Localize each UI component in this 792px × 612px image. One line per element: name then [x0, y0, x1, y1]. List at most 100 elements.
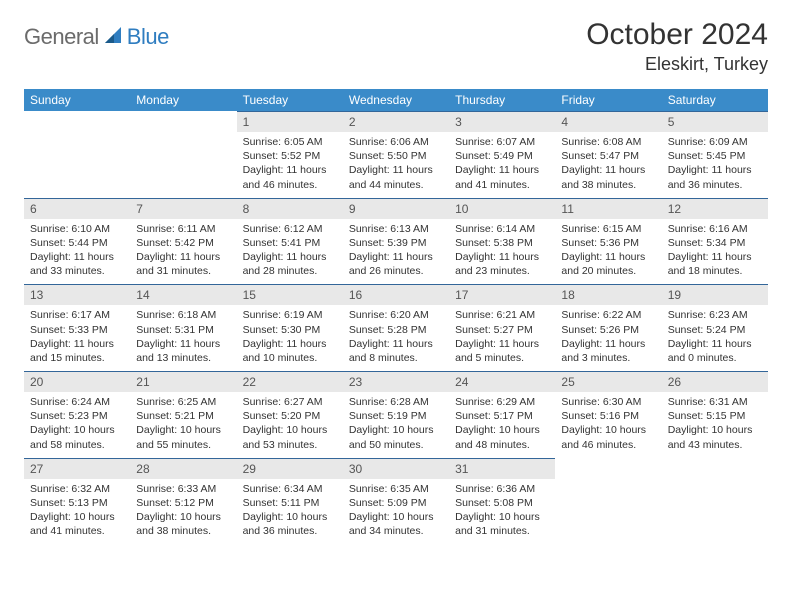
day-info: Sunrise: 6:21 AMSunset: 5:27 PMDaylight:… [449, 305, 555, 371]
day-info: Sunrise: 6:31 AMSunset: 5:15 PMDaylight:… [662, 392, 768, 458]
calendar-cell: 13Sunrise: 6:17 AMSunset: 5:33 PMDayligh… [24, 284, 130, 371]
calendar-cell: 7Sunrise: 6:11 AMSunset: 5:42 PMDaylight… [130, 198, 236, 285]
day-info: Sunrise: 6:12 AMSunset: 5:41 PMDaylight:… [237, 219, 343, 285]
title-block: October 2024 Eleskirt, Turkey [586, 18, 768, 75]
day-info: Sunrise: 6:16 AMSunset: 5:34 PMDaylight:… [662, 219, 768, 285]
month-title: October 2024 [586, 18, 768, 52]
location: Eleskirt, Turkey [586, 54, 768, 75]
calendar-cell: 24Sunrise: 6:29 AMSunset: 5:17 PMDayligh… [449, 371, 555, 458]
day-number: 6 [24, 198, 130, 219]
day-number: 23 [343, 371, 449, 392]
calendar-cell: 23Sunrise: 6:28 AMSunset: 5:19 PMDayligh… [343, 371, 449, 458]
calendar-cell: 6Sunrise: 6:10 AMSunset: 5:44 PMDaylight… [24, 198, 130, 285]
calendar-cell [662, 458, 768, 545]
calendar-week-row: 13Sunrise: 6:17 AMSunset: 5:33 PMDayligh… [24, 284, 768, 371]
calendar-cell: 10Sunrise: 6:14 AMSunset: 5:38 PMDayligh… [449, 198, 555, 285]
calendar-cell [24, 111, 130, 198]
day-header: Monday [130, 89, 236, 111]
day-info: Sunrise: 6:24 AMSunset: 5:23 PMDaylight:… [24, 392, 130, 458]
day-number: 7 [130, 198, 236, 219]
calendar-cell: 8Sunrise: 6:12 AMSunset: 5:41 PMDaylight… [237, 198, 343, 285]
calendar-week-row: 27Sunrise: 6:32 AMSunset: 5:13 PMDayligh… [24, 458, 768, 545]
day-info: Sunrise: 6:20 AMSunset: 5:28 PMDaylight:… [343, 305, 449, 371]
calendar-cell: 9Sunrise: 6:13 AMSunset: 5:39 PMDaylight… [343, 198, 449, 285]
calendar-cell: 31Sunrise: 6:36 AMSunset: 5:08 PMDayligh… [449, 458, 555, 545]
calendar-cell: 1Sunrise: 6:05 AMSunset: 5:52 PMDaylight… [237, 111, 343, 198]
day-info: Sunrise: 6:07 AMSunset: 5:49 PMDaylight:… [449, 132, 555, 198]
day-header: Thursday [449, 89, 555, 111]
day-info: Sunrise: 6:33 AMSunset: 5:12 PMDaylight:… [130, 479, 236, 545]
calendar-cell: 5Sunrise: 6:09 AMSunset: 5:45 PMDaylight… [662, 111, 768, 198]
day-number: 4 [555, 111, 661, 132]
day-info: Sunrise: 6:35 AMSunset: 5:09 PMDaylight:… [343, 479, 449, 545]
day-number: 15 [237, 284, 343, 305]
day-number: 12 [662, 198, 768, 219]
day-number: 9 [343, 198, 449, 219]
day-info: Sunrise: 6:05 AMSunset: 5:52 PMDaylight:… [237, 132, 343, 198]
day-info: Sunrise: 6:23 AMSunset: 5:24 PMDaylight:… [662, 305, 768, 371]
day-header: Friday [555, 89, 661, 111]
day-number: 18 [555, 284, 661, 305]
day-header: Wednesday [343, 89, 449, 111]
calendar-cell: 28Sunrise: 6:33 AMSunset: 5:12 PMDayligh… [130, 458, 236, 545]
day-header-row: SundayMondayTuesdayWednesdayThursdayFrid… [24, 89, 768, 111]
calendar-week-row: 1Sunrise: 6:05 AMSunset: 5:52 PMDaylight… [24, 111, 768, 198]
calendar-cell: 14Sunrise: 6:18 AMSunset: 5:31 PMDayligh… [130, 284, 236, 371]
calendar-cell: 16Sunrise: 6:20 AMSunset: 5:28 PMDayligh… [343, 284, 449, 371]
logo-sail-icon [103, 25, 125, 50]
day-number: 28 [130, 458, 236, 479]
day-header: Saturday [662, 89, 768, 111]
logo: General Blue [24, 24, 169, 50]
day-number: 14 [130, 284, 236, 305]
calendar-week-row: 20Sunrise: 6:24 AMSunset: 5:23 PMDayligh… [24, 371, 768, 458]
day-info: Sunrise: 6:34 AMSunset: 5:11 PMDaylight:… [237, 479, 343, 545]
calendar-table: SundayMondayTuesdayWednesdayThursdayFrid… [24, 89, 768, 544]
day-number: 19 [662, 284, 768, 305]
day-number: 2 [343, 111, 449, 132]
day-info: Sunrise: 6:17 AMSunset: 5:33 PMDaylight:… [24, 305, 130, 371]
day-info: Sunrise: 6:14 AMSunset: 5:38 PMDaylight:… [449, 219, 555, 285]
day-number: 13 [24, 284, 130, 305]
day-number: 10 [449, 198, 555, 219]
calendar-cell: 29Sunrise: 6:34 AMSunset: 5:11 PMDayligh… [237, 458, 343, 545]
day-info: Sunrise: 6:11 AMSunset: 5:42 PMDaylight:… [130, 219, 236, 285]
header: General Blue October 2024 Eleskirt, Turk… [24, 18, 768, 75]
calendar-cell: 30Sunrise: 6:35 AMSunset: 5:09 PMDayligh… [343, 458, 449, 545]
day-number: 8 [237, 198, 343, 219]
day-info: Sunrise: 6:32 AMSunset: 5:13 PMDaylight:… [24, 479, 130, 545]
day-number: 16 [343, 284, 449, 305]
day-header: Tuesday [237, 89, 343, 111]
calendar-cell: 22Sunrise: 6:27 AMSunset: 5:20 PMDayligh… [237, 371, 343, 458]
calendar-cell: 2Sunrise: 6:06 AMSunset: 5:50 PMDaylight… [343, 111, 449, 198]
day-number: 21 [130, 371, 236, 392]
calendar-cell: 12Sunrise: 6:16 AMSunset: 5:34 PMDayligh… [662, 198, 768, 285]
calendar-cell: 4Sunrise: 6:08 AMSunset: 5:47 PMDaylight… [555, 111, 661, 198]
day-info: Sunrise: 6:09 AMSunset: 5:45 PMDaylight:… [662, 132, 768, 198]
day-info: Sunrise: 6:25 AMSunset: 5:21 PMDaylight:… [130, 392, 236, 458]
day-number: 17 [449, 284, 555, 305]
day-info: Sunrise: 6:06 AMSunset: 5:50 PMDaylight:… [343, 132, 449, 198]
logo-text-blue: Blue [127, 24, 169, 50]
day-number: 25 [555, 371, 661, 392]
calendar-week-row: 6Sunrise: 6:10 AMSunset: 5:44 PMDaylight… [24, 198, 768, 285]
calendar-cell: 15Sunrise: 6:19 AMSunset: 5:30 PMDayligh… [237, 284, 343, 371]
calendar-cell: 20Sunrise: 6:24 AMSunset: 5:23 PMDayligh… [24, 371, 130, 458]
calendar-cell: 21Sunrise: 6:25 AMSunset: 5:21 PMDayligh… [130, 371, 236, 458]
day-info: Sunrise: 6:29 AMSunset: 5:17 PMDaylight:… [449, 392, 555, 458]
day-info: Sunrise: 6:36 AMSunset: 5:08 PMDaylight:… [449, 479, 555, 545]
day-number: 24 [449, 371, 555, 392]
calendar-cell [130, 111, 236, 198]
calendar-cell: 25Sunrise: 6:30 AMSunset: 5:16 PMDayligh… [555, 371, 661, 458]
day-info: Sunrise: 6:22 AMSunset: 5:26 PMDaylight:… [555, 305, 661, 371]
day-number: 1 [237, 111, 343, 132]
day-number: 30 [343, 458, 449, 479]
day-number: 11 [555, 198, 661, 219]
day-number: 22 [237, 371, 343, 392]
calendar-cell: 11Sunrise: 6:15 AMSunset: 5:36 PMDayligh… [555, 198, 661, 285]
calendar-cell: 19Sunrise: 6:23 AMSunset: 5:24 PMDayligh… [662, 284, 768, 371]
day-number: 20 [24, 371, 130, 392]
calendar-cell: 3Sunrise: 6:07 AMSunset: 5:49 PMDaylight… [449, 111, 555, 198]
day-number: 5 [662, 111, 768, 132]
day-info: Sunrise: 6:15 AMSunset: 5:36 PMDaylight:… [555, 219, 661, 285]
day-info: Sunrise: 6:13 AMSunset: 5:39 PMDaylight:… [343, 219, 449, 285]
